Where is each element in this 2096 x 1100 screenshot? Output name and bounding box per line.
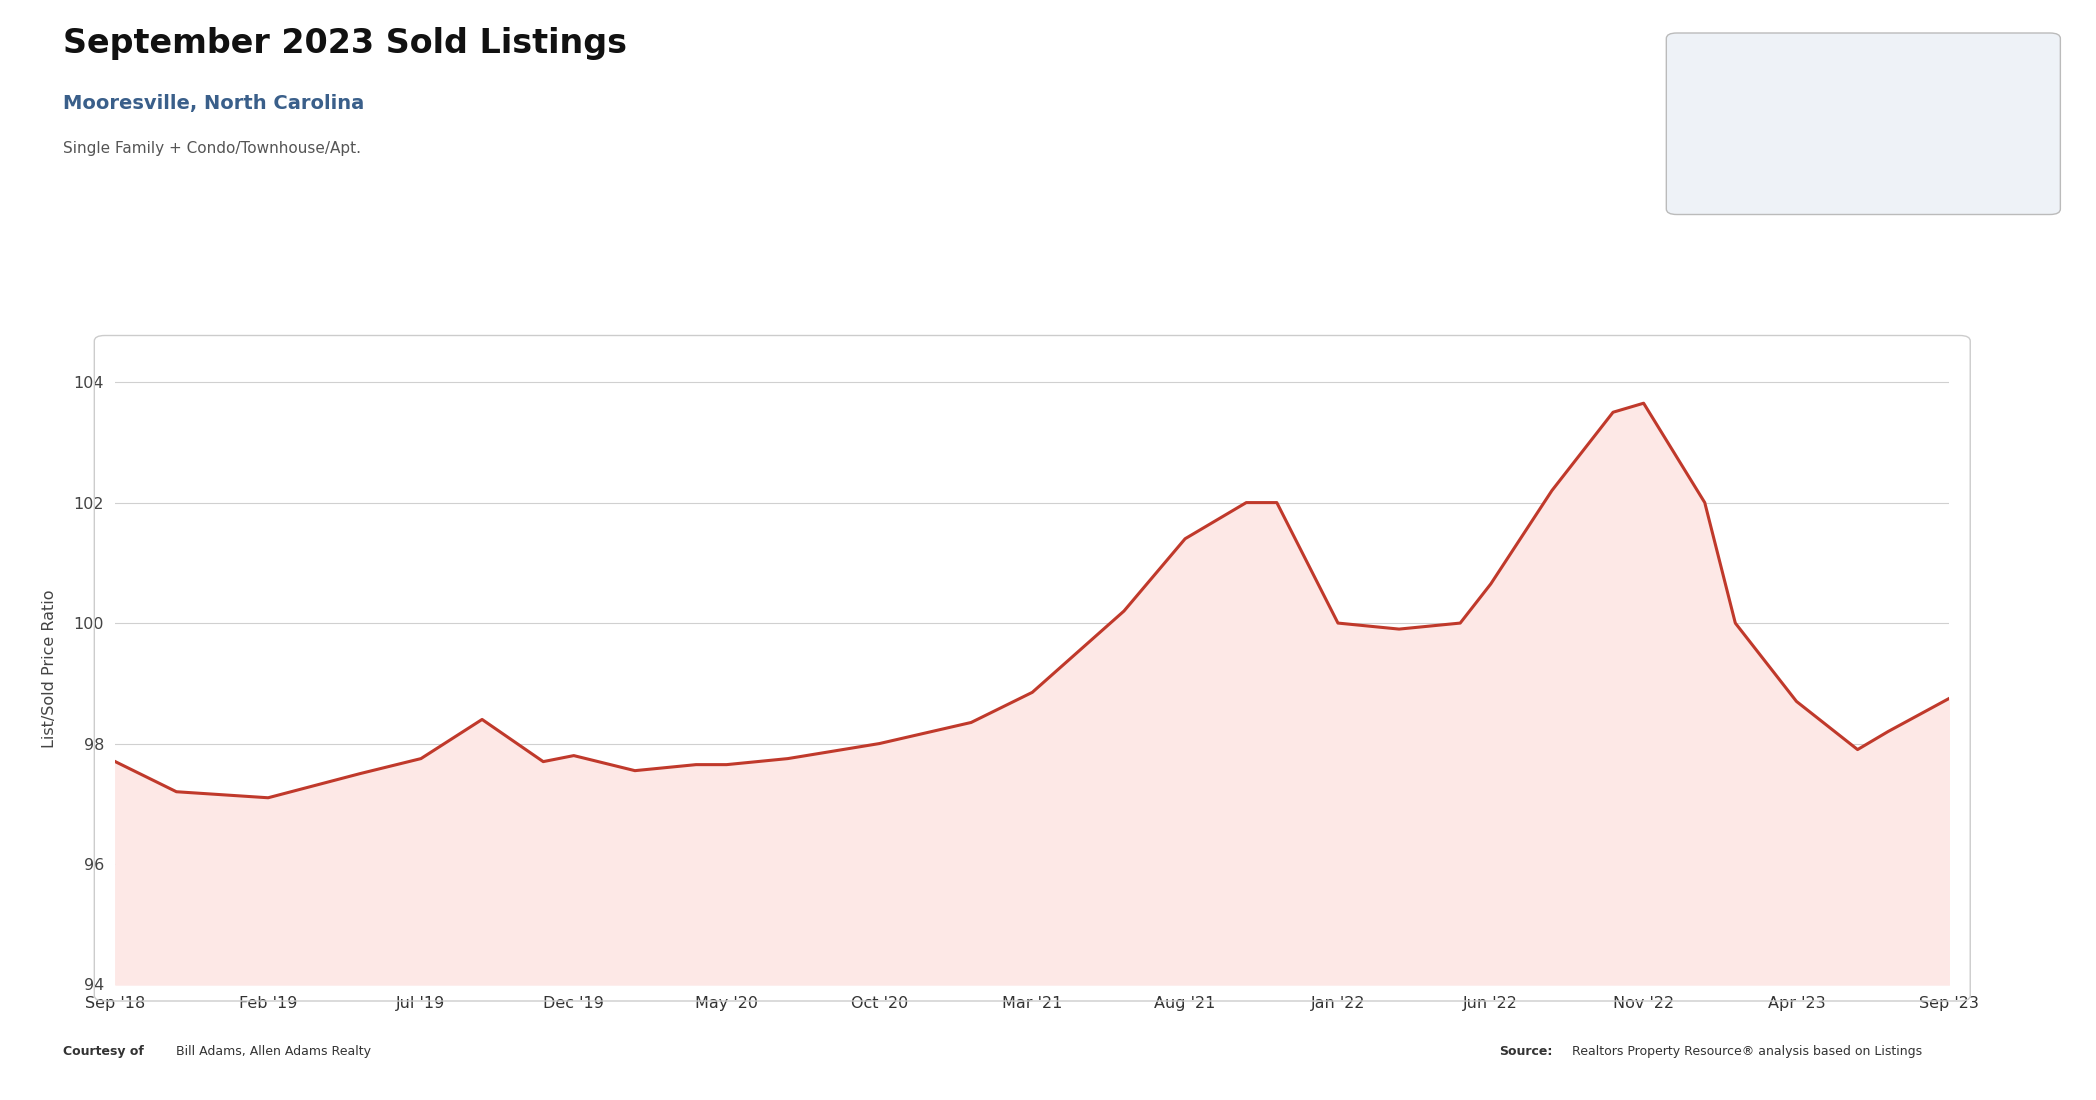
Text: Realtors Property Resource® analysis based on Listings: Realtors Property Resource® analysis bas…	[1568, 1045, 1922, 1058]
Y-axis label: List/Sold Price Ratio: List/Sold Price Ratio	[42, 588, 57, 748]
Text: Mooresville, North Carolina: Mooresville, North Carolina	[63, 94, 365, 112]
Text: Single Family + Condo/Townhouse/Apt.: Single Family + Condo/Townhouse/Apt.	[63, 141, 361, 156]
Text: Courtesy of: Courtesy of	[63, 1045, 145, 1058]
Text: Avg. List to Sale Price %: Avg. List to Sale Price %	[1780, 52, 1947, 66]
Text: ▼: ▼	[1717, 174, 1729, 189]
Text: 0% Month over Month: 0% Month over Month	[1800, 175, 1951, 189]
Text: 98.75%: 98.75%	[1788, 99, 1939, 133]
Text: September 2023 Sold Listings: September 2023 Sold Listings	[63, 28, 627, 60]
Text: Source:: Source:	[1499, 1045, 1551, 1058]
Text: Bill Adams, Allen Adams Realty: Bill Adams, Allen Adams Realty	[172, 1045, 371, 1058]
